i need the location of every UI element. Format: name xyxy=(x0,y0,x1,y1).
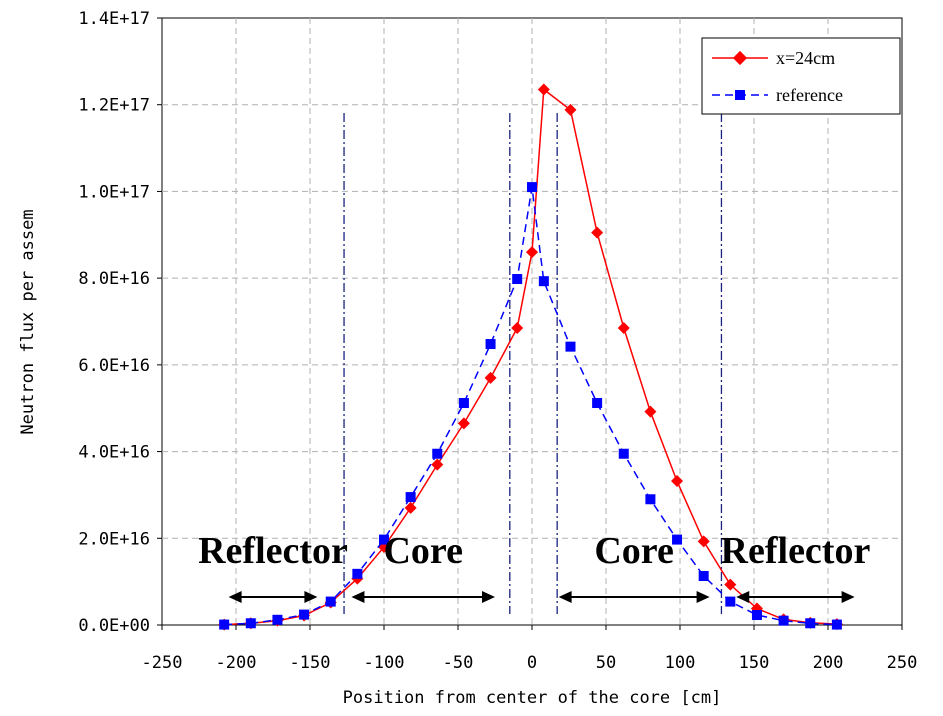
region-label: Reflector xyxy=(198,530,348,572)
data-point-diamond xyxy=(697,535,710,548)
y-tick-label: 1.4E+17 xyxy=(78,9,150,29)
data-point-square xyxy=(325,596,336,607)
y-axis-ticks: 0.0E+00 2.0E+16 4.0E+16 6.0E+16 8.0E+16 1.0E+… xyxy=(78,9,162,636)
x-tick-label: 0 xyxy=(527,653,537,673)
data-point-diamond xyxy=(457,417,470,430)
legend-marker-x24 xyxy=(732,50,748,66)
region-arrow-head-right xyxy=(841,591,855,603)
data-point-diamond xyxy=(484,371,497,384)
data-point-square xyxy=(618,448,629,459)
data-point-square xyxy=(725,596,736,607)
y-axis-title: Neutron flux per assem xyxy=(18,209,38,434)
region-annotation: Reflector xyxy=(721,530,871,603)
data-point-diamond xyxy=(617,322,630,335)
region-annotation: Core xyxy=(558,530,710,603)
y-tick-label: 4.0E+16 xyxy=(78,443,150,463)
x-axis-title: Position from center of the core [cm] xyxy=(343,688,722,708)
data-point-square xyxy=(512,274,523,285)
data-point-square xyxy=(405,492,416,503)
data-point-square xyxy=(527,182,537,193)
legend-marker-reference xyxy=(735,90,745,100)
y-tick-label: 6.0E+16 xyxy=(78,356,150,376)
y-tick-label: 1.2E+17 xyxy=(78,96,150,116)
data-point-square xyxy=(645,494,656,505)
data-point-diamond xyxy=(591,226,604,239)
data-point-diamond xyxy=(564,103,577,116)
x-tick-label: -150 xyxy=(290,653,331,673)
data-point-square xyxy=(592,398,603,409)
data-point-square xyxy=(379,534,389,545)
x-tick-label: -200 xyxy=(216,653,257,673)
y-tick-label: 0.0E+00 xyxy=(78,616,150,636)
data-point-square xyxy=(352,568,363,579)
data-point-square xyxy=(219,619,230,630)
data-point-square xyxy=(245,618,256,629)
data-point-diamond xyxy=(431,458,444,471)
region-arrow-head-left xyxy=(736,591,750,603)
legend: x=24cm reference xyxy=(701,37,901,115)
region-label: Reflector xyxy=(721,530,871,572)
legend-box xyxy=(701,37,901,115)
data-point-square xyxy=(831,619,842,630)
legend-label-reference: reference xyxy=(776,85,843,105)
data-point-square xyxy=(672,534,683,545)
region-annotations: Reflector Core Core Reflector xyxy=(198,530,870,603)
y-tick-label: 2.0E+16 xyxy=(78,529,150,549)
data-point-diamond xyxy=(724,578,737,591)
region-arrow-head-right xyxy=(304,591,318,603)
data-point-diamond xyxy=(511,322,524,335)
data-point-diamond xyxy=(537,83,550,96)
data-point-square xyxy=(485,339,496,350)
y-tick-label: 1.0E+17 xyxy=(78,182,150,202)
series-reference xyxy=(219,182,842,630)
region-boundaries xyxy=(343,113,723,614)
x-tick-label: 100 xyxy=(665,653,696,673)
region-arrow-head-left xyxy=(351,591,365,603)
x-tick-label: 150 xyxy=(739,653,770,673)
region-arrow-head-right xyxy=(696,591,710,603)
data-point-square xyxy=(805,618,816,629)
data-point-square xyxy=(778,615,789,626)
region-arrow-head-left xyxy=(228,591,242,603)
legend-label-x24: x=24cm xyxy=(776,48,835,68)
data-point-square xyxy=(299,609,310,620)
x-tick-label: 50 xyxy=(596,653,616,673)
region-label: Core xyxy=(383,530,463,572)
x-axis-ticks: -250 -200 -150 -100 -50 0 50 100 150 200 250 xyxy=(142,625,918,673)
y-tick-label: 8.0E+16 xyxy=(78,269,150,289)
data-point-square xyxy=(698,571,709,582)
series-layer xyxy=(218,83,843,631)
data-point-square xyxy=(751,610,762,621)
data-point-square xyxy=(432,448,443,459)
region-annotation: Reflector xyxy=(198,530,348,603)
data-point-diamond xyxy=(526,246,538,259)
data-point-square xyxy=(565,341,576,352)
region-arrow-head-right xyxy=(482,591,495,603)
x-tick-label: -250 xyxy=(142,653,183,673)
region-annotation: Core xyxy=(351,530,495,603)
region-arrow-head-left xyxy=(558,591,572,603)
data-point-square xyxy=(538,276,549,287)
data-point-diamond xyxy=(404,501,417,514)
x-tick-label: -50 xyxy=(443,653,474,673)
data-point-square xyxy=(272,614,283,625)
x-tick-label: 250 xyxy=(887,653,918,673)
data-point-square xyxy=(458,398,469,409)
data-point-diamond xyxy=(644,405,657,418)
data-point-diamond xyxy=(671,475,684,488)
x-tick-label: 200 xyxy=(813,653,844,673)
region-label: Core xyxy=(594,530,674,572)
x-tick-label: -100 xyxy=(364,653,405,673)
